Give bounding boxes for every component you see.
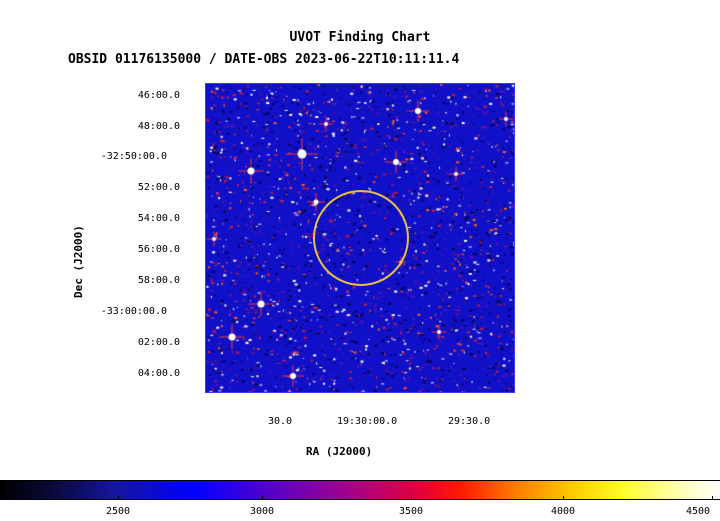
- dec-tick-label: 56:00.0: [137, 244, 180, 255]
- ra-tick-label: 19:30:00.0: [337, 416, 398, 427]
- colorbar-tickmark: [262, 496, 263, 500]
- dec-tick-label: 52:00.0: [137, 182, 180, 193]
- x-axis-label: RA (J2000): [306, 445, 373, 458]
- chart-subtitle: OBSID 01176135000 / DATE-OBS 2023-06-22T…: [68, 52, 460, 67]
- y-axis-label: Dec (J2000): [72, 225, 85, 298]
- colorbar-tick-label: 3500: [398, 506, 424, 517]
- colorbar-tickmark: [411, 496, 412, 500]
- ra-tick-label: 29:30.0: [448, 416, 491, 427]
- dec-tick-label: 48:00.0: [137, 121, 180, 132]
- chart-title: UVOT Finding Chart: [289, 30, 431, 45]
- colorbar-tick-label: 2500: [105, 506, 131, 517]
- dec-tick-label: 04:00.0: [137, 368, 180, 379]
- ra-tick-label: 30.0: [268, 416, 293, 427]
- dec-tick-label: 46:00.0: [137, 90, 180, 101]
- dec-tick-label: 58:00.0: [137, 275, 180, 286]
- colorbar-tickmark: [118, 496, 119, 500]
- colorbar-tick-label: 4500: [685, 506, 711, 517]
- sky-image: [205, 83, 515, 393]
- colorbar-tick-label: 4000: [550, 506, 576, 517]
- source-region-overlay: [313, 190, 409, 286]
- colorbar-tickmark: [563, 496, 564, 500]
- dec-tick-label: -33:00:00.0: [100, 306, 167, 317]
- source-region-circle: [313, 190, 409, 286]
- colorbar-tick-label: 3000: [249, 506, 275, 517]
- dec-tick-label: 02:00.0: [137, 337, 180, 348]
- dec-tick-label: -32:50:00.0: [100, 151, 167, 162]
- colorbar-tickmark: [712, 496, 713, 500]
- star-field-canvas: [206, 84, 514, 392]
- dec-tick-label: 54:00.0: [137, 213, 180, 224]
- colorbar: [0, 480, 720, 500]
